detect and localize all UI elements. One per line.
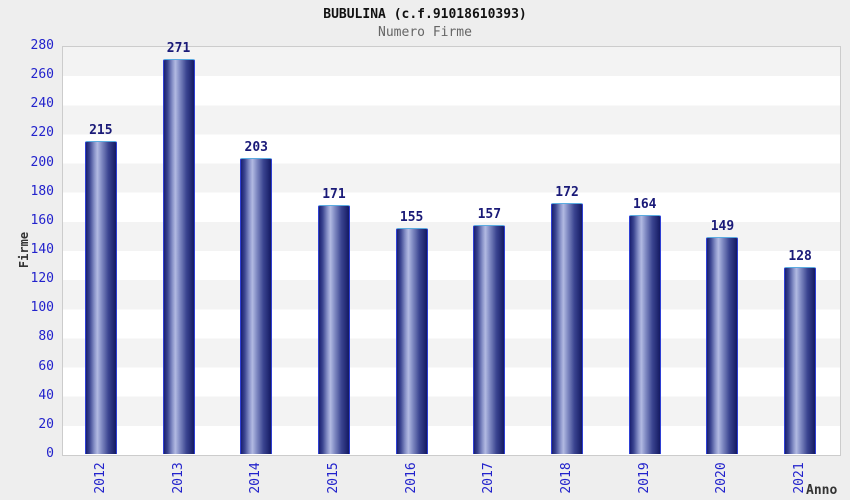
bar-2013 [162, 59, 195, 454]
y-tick-label: 220 [30, 125, 54, 141]
x-tick-label-2012: 2012 [92, 462, 108, 494]
bar-value-label: 172 [555, 185, 579, 201]
y-tick-label: 160 [30, 212, 54, 228]
y-axis-title: Firme [17, 231, 31, 269]
x-tick-label-2013: 2013 [170, 462, 186, 494]
bar-2020 [706, 236, 739, 454]
bar-value-label: 171 [322, 186, 346, 202]
bar-2019 [628, 215, 661, 454]
bar-2018 [551, 203, 584, 454]
bar-2014 [240, 158, 273, 454]
bar-value-label: 215 [89, 122, 113, 138]
x-tick-label-2015: 2015 [325, 462, 341, 494]
x-tick-label-2020: 2020 [714, 462, 730, 494]
y-tick-label: 260 [30, 67, 54, 83]
x-tick-label-2017: 2017 [481, 462, 497, 494]
y-tick-label: 0 [46, 446, 54, 461]
x-tick-label-2014: 2014 [248, 462, 264, 494]
bar-2015 [317, 204, 350, 454]
x-tick-label-2019: 2019 [636, 462, 652, 494]
y-tick-label: 80 [38, 329, 54, 345]
chart-subtitle: Numero Firme [378, 25, 472, 40]
bar-value-label: 149 [710, 218, 735, 234]
y-tick-label: 240 [30, 96, 54, 112]
bar-value-label: 164 [633, 197, 657, 213]
x-tick-label-2018: 2018 [559, 462, 575, 494]
chart-title: BUBULINA (c.f.91018610393) [323, 7, 527, 22]
y-tick-label: 120 [30, 271, 54, 287]
bar-value-label: 157 [477, 207, 502, 223]
bar-2017 [473, 225, 506, 454]
y-tick-label: 280 [30, 38, 54, 53]
bar-value-label: 155 [399, 210, 424, 226]
bar-2021 [784, 267, 817, 454]
bar-value-label: 271 [166, 41, 191, 57]
bar-2012 [84, 140, 117, 454]
y-tick-label: 40 [38, 387, 54, 403]
y-tick-label: 60 [38, 358, 54, 374]
y-tick-label: 200 [30, 154, 54, 170]
bar-2016 [395, 228, 428, 454]
y-tick-label: 140 [30, 242, 54, 257]
x-axis-title: Anno [806, 483, 838, 498]
x-tick-label-2016: 2016 [403, 462, 419, 494]
y-tick-label: 100 [30, 300, 54, 316]
y-tick-label: 20 [38, 416, 54, 432]
y-tick-label: 180 [30, 183, 54, 199]
bar-value-label: 128 [788, 249, 812, 265]
bar-value-label: 203 [244, 140, 268, 156]
